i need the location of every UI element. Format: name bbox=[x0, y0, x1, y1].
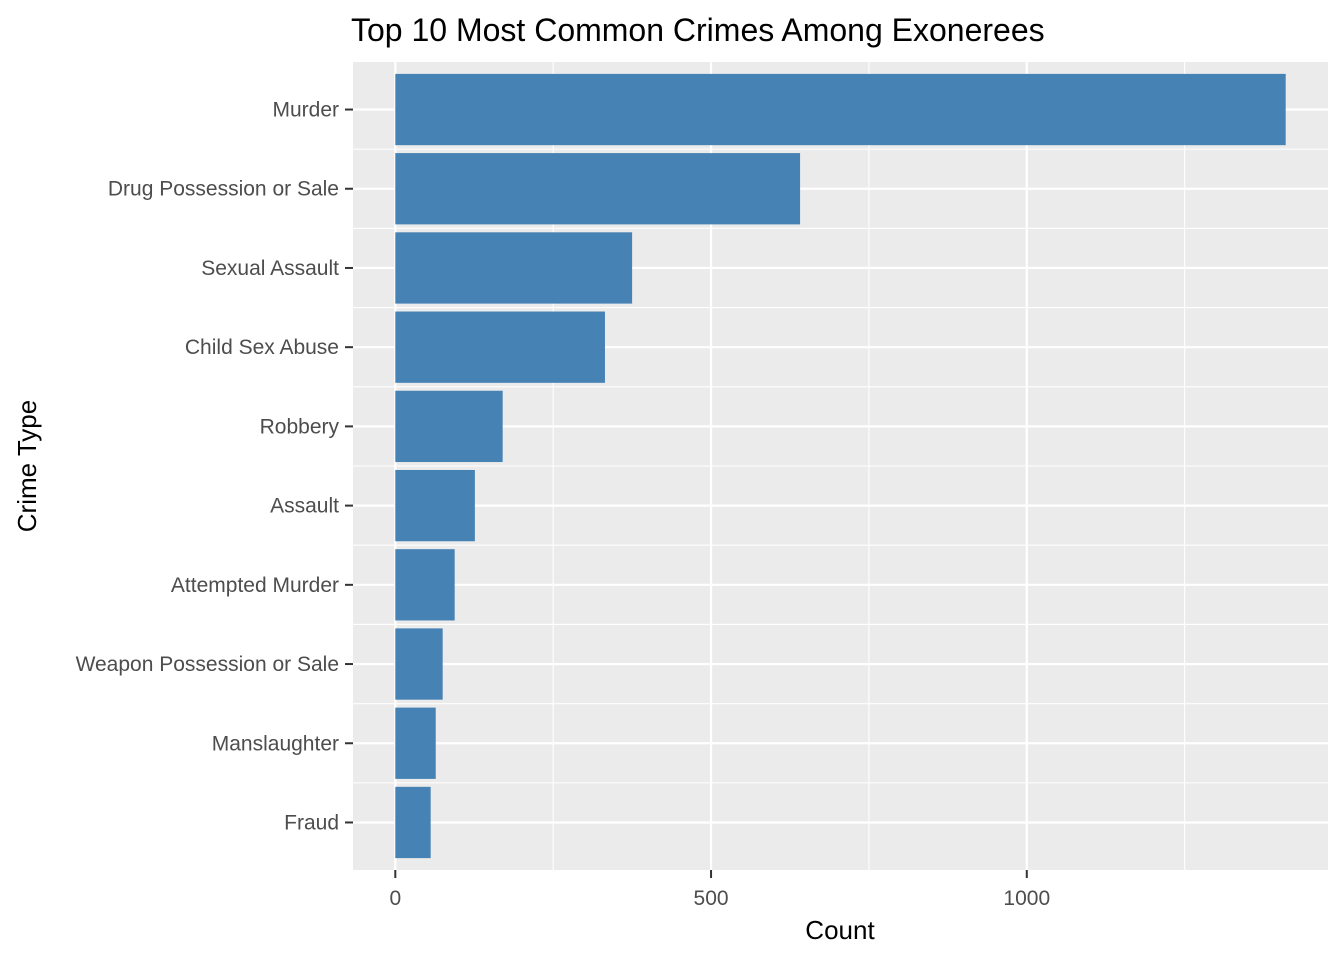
chart-title: Top 10 Most Common Crimes Among Exoneree… bbox=[351, 12, 1045, 48]
x-tick-label: 500 bbox=[694, 887, 729, 910]
x-tick-label: 0 bbox=[389, 887, 401, 910]
y-tick-label: Assault bbox=[270, 495, 339, 518]
bars bbox=[395, 73, 1286, 859]
bar bbox=[395, 232, 633, 304]
bar bbox=[395, 73, 1286, 146]
x-axis: 0 500 1000 bbox=[389, 870, 1050, 910]
y-tick-label: Weapon Possession or Sale bbox=[76, 653, 339, 676]
y-tick-label: Robbery bbox=[260, 415, 340, 438]
bar bbox=[395, 390, 503, 463]
y-tick-label: Fraud bbox=[284, 811, 339, 834]
bar bbox=[395, 707, 436, 779]
bar bbox=[395, 628, 443, 700]
bar bbox=[395, 153, 801, 225]
y-tick-label: Child Sex Abuse bbox=[185, 336, 339, 359]
y-axis: Murder Drug Possession or Sale Sexual Assa… bbox=[76, 99, 353, 834]
bar bbox=[395, 469, 475, 542]
x-tick-label: 1000 bbox=[1003, 887, 1050, 910]
bar bbox=[395, 311, 605, 383]
bar bbox=[395, 549, 455, 621]
y-tick-label: Sexual Assault bbox=[201, 257, 339, 280]
y-tick-label: Manslaughter bbox=[212, 732, 339, 755]
minor-gridlines bbox=[353, 62, 1328, 870]
bar bbox=[395, 786, 431, 859]
y-axis-title: Crime Type bbox=[12, 400, 42, 532]
y-tick-label: Attempted Murder bbox=[171, 574, 339, 597]
y-tick-label: Drug Possession or Sale bbox=[108, 178, 339, 201]
y-tick-label: Murder bbox=[272, 99, 339, 122]
x-axis-title: Count bbox=[805, 915, 875, 945]
